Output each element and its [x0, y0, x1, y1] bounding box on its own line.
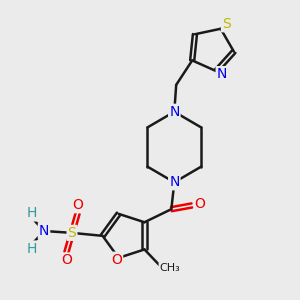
Text: N: N: [169, 175, 179, 189]
Text: N: N: [39, 224, 49, 238]
Text: N: N: [217, 67, 227, 81]
Text: H: H: [27, 206, 37, 220]
Text: H: H: [27, 242, 37, 256]
Text: S: S: [68, 226, 76, 240]
Text: S: S: [222, 17, 231, 31]
Text: O: O: [61, 254, 72, 268]
Text: O: O: [195, 196, 206, 211]
Text: O: O: [72, 198, 83, 212]
Text: CH₃: CH₃: [160, 263, 180, 273]
Text: O: O: [111, 253, 122, 267]
Text: N: N: [169, 105, 179, 119]
